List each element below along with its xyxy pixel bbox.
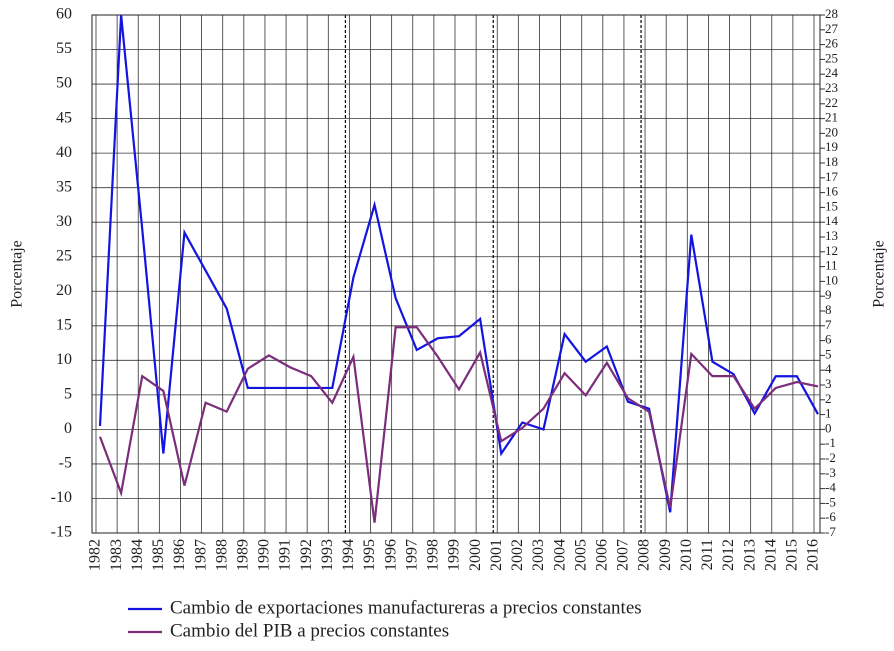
x-tick-label: 2004 — [551, 539, 568, 571]
y-tick-label: -10 — [51, 489, 72, 506]
x-tick-label: 2008 — [636, 539, 653, 571]
x-tick-label: 2012 — [720, 539, 737, 571]
x-tick-label: 1986 — [171, 539, 188, 571]
y-tick-label: 10 — [56, 351, 72, 368]
x-tick-label: 2010 — [678, 539, 695, 571]
y2-tick-label: 21 — [825, 110, 838, 125]
y2-tick-label: 2 — [825, 391, 832, 406]
y2-tick-label: 5 — [825, 346, 832, 361]
x-tick-label: 2014 — [762, 539, 779, 571]
y-tick-label: 45 — [56, 109, 72, 126]
legend-label: Cambio de exportaciones manufactureras a… — [170, 597, 642, 618]
y-tick-label: -15 — [51, 524, 72, 541]
x-tick-label: 1997 — [403, 539, 420, 571]
x-tick-label: 1992 — [298, 539, 315, 571]
y2-tick-label: 28 — [825, 6, 838, 21]
x-tick-label: 1989 — [234, 539, 251, 571]
x-tick-label: 1999 — [446, 539, 463, 571]
series-line — [98, 14, 819, 513]
x-tick-label: 1996 — [382, 539, 399, 571]
y2-tick-label: 16 — [825, 184, 839, 199]
y2-tick-label: 19 — [825, 139, 838, 154]
x-tick-label: 2015 — [784, 539, 801, 571]
y-tick-label: 30 — [56, 213, 72, 230]
y2-tick-label: 12 — [825, 243, 838, 258]
y-tick-label: 55 — [56, 40, 72, 57]
x-tick-label: 1994 — [340, 539, 357, 571]
plot-frame — [91, 14, 821, 534]
y2-tick-label: 25 — [825, 50, 838, 65]
y2-tick-label: 1 — [825, 406, 832, 421]
y2-tick-label: 4 — [825, 361, 832, 376]
legend-label: Cambio del PIB a precios constantes — [170, 620, 449, 641]
y2-tick-label: 13 — [825, 228, 838, 243]
x-tick-label: 1995 — [361, 539, 378, 571]
y2-tick-label: 9 — [825, 287, 832, 302]
x-tick-label: 1984 — [129, 539, 146, 571]
x-tick-label: 2011 — [699, 539, 716, 570]
y2-tick-label: 0 — [825, 420, 832, 435]
x-tick-label: 2016 — [805, 539, 822, 571]
y2-tick-label: 15 — [825, 198, 838, 213]
y-tick-label: 15 — [56, 316, 72, 333]
y2-tick-label: -6 — [825, 509, 836, 524]
x-tick-label: 1985 — [150, 539, 167, 571]
series-line — [98, 326, 819, 523]
y2-tick-label: -4 — [825, 480, 836, 495]
y2-tick-label: 3 — [825, 376, 832, 391]
y2-tick-label: -2 — [825, 450, 836, 465]
x-tick-label: 1990 — [256, 539, 273, 571]
x-tick-label: 2000 — [467, 539, 484, 571]
x-tick-label: 1983 — [108, 539, 125, 571]
y2-tick-label: 6 — [825, 332, 832, 347]
y2-tick-label: 18 — [825, 154, 838, 169]
x-tick-label: 1993 — [319, 539, 336, 571]
x-tick-label: 2009 — [657, 539, 674, 571]
y2-tick-label: 8 — [825, 302, 832, 317]
y2-tick-label: 22 — [825, 95, 838, 110]
y-tick-label: 25 — [56, 247, 72, 264]
x-tick-label: 2005 — [572, 539, 589, 571]
y2-tick-label: -5 — [825, 494, 836, 509]
y2-tick-label: 23 — [825, 80, 838, 95]
y2-tick-label: 24 — [825, 65, 839, 80]
y-tick-label: 60 — [56, 6, 72, 23]
y2-tick-label: 26 — [825, 36, 839, 51]
y2-tick-label: -3 — [825, 465, 836, 480]
y-tick-label: -5 — [59, 455, 72, 472]
y2-tick-label: -1 — [825, 435, 836, 450]
x-tick-label: 2006 — [593, 539, 610, 571]
y2-tick-label: 10 — [825, 272, 838, 287]
x-tick-label: 2002 — [509, 539, 526, 571]
y2-tick-label: 7 — [825, 317, 832, 332]
y-tick-label: 0 — [64, 420, 72, 437]
x-tick-label: 1982 — [87, 539, 104, 571]
y2-tick-label: 20 — [825, 124, 838, 139]
y-tick-label: 35 — [56, 178, 72, 195]
x-tick-label: 2001 — [488, 539, 505, 571]
x-tick-label: 2013 — [741, 539, 758, 571]
y-axis-label: Porcentaje — [9, 240, 26, 308]
x-tick-label: 2003 — [530, 539, 547, 571]
y-tick-label: 50 — [56, 75, 72, 92]
y-tick-label: 40 — [56, 144, 72, 161]
x-tick-label: 1991 — [277, 539, 294, 571]
y2-tick-label: -7 — [825, 524, 836, 539]
y-tick-label: 5 — [64, 386, 72, 403]
y2-tick-label: 17 — [825, 169, 839, 184]
y2-tick-label: 14 — [825, 213, 839, 228]
y-tick-label: 20 — [56, 282, 72, 299]
y2-tick-label: 11 — [825, 258, 838, 273]
x-tick-label: 2007 — [615, 539, 632, 571]
x-tick-label: 1998 — [425, 539, 442, 571]
y2-axis-label: Porcentaje — [871, 240, 888, 308]
x-tick-label: 1987 — [192, 539, 209, 571]
y2-tick-label: 27 — [825, 21, 839, 36]
x-tick-label: 1988 — [213, 539, 230, 571]
